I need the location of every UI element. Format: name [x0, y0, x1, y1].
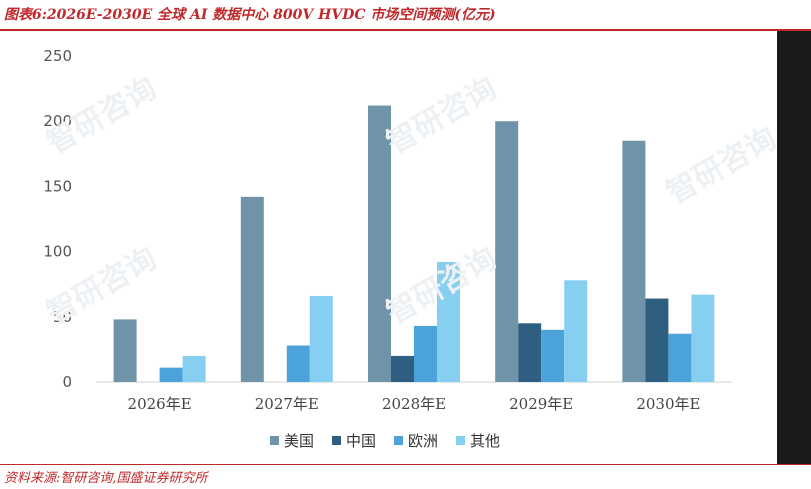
figure-title: 图表6:2026E-2030E 全球 AI 数据中心 800V HVDC 市场空…	[4, 7, 496, 23]
y-tick-label: 100	[43, 243, 72, 261]
bar-中国-2029年E	[518, 323, 542, 382]
x-tick-label: 2030年E	[636, 395, 700, 413]
x-tick-label: 2026年E	[128, 395, 192, 413]
bar-欧洲-2027年E	[286, 345, 310, 382]
x-tick-label: 2027年E	[255, 395, 319, 413]
legend-swatch	[456, 435, 466, 445]
legend-swatch	[394, 435, 404, 445]
bottom-rule	[0, 464, 811, 465]
y-tick-label: 150	[43, 177, 72, 195]
legend-label: 中国	[346, 431, 377, 450]
bar-美国-2028年E	[368, 105, 391, 382]
legend: 美国 中国 欧洲 其他	[270, 430, 500, 450]
bar-美国-2030年E	[622, 140, 646, 382]
legend-item: 欧洲	[394, 430, 438, 451]
bar-其他-2026年E	[182, 355, 206, 382]
x-tick-label: 2029年E	[509, 395, 573, 413]
legend-swatch	[332, 435, 342, 445]
y-tick-label: 50	[53, 308, 72, 326]
bar-其他-2030年E	[691, 294, 715, 382]
legend-label: 美国	[284, 431, 315, 450]
bar-美国-2029年E	[495, 121, 519, 382]
bar-欧洲-2030年E	[668, 333, 692, 382]
legend-item: 中国	[332, 430, 376, 451]
legend-label: 欧洲	[408, 431, 439, 450]
title-rule	[0, 29, 811, 31]
x-tick-label: 2028年E	[382, 395, 446, 413]
y-tick-label: 200	[43, 112, 72, 130]
right-side-bar	[777, 31, 811, 464]
bar-中国-2030年E	[645, 298, 669, 382]
chart-area: 智研咨询 智研咨询 智研咨询 智研咨询 智研咨询 0 50 100 150 200 250…	[0, 31, 782, 464]
bar-中国-2028年E	[391, 355, 414, 382]
y-tick-label: 250	[43, 47, 72, 65]
source-note: 资料来源:智研咨询,国盛证券研究所	[4, 471, 208, 486]
bar-chart: 0 50 100 150 200 250 2026年E 2027年E 2028年E 2029年E 2…	[43, 47, 732, 413]
legend-item: 美国	[270, 430, 314, 451]
bar-其他-2029年E	[564, 280, 588, 382]
y-tick-label: 0	[62, 373, 72, 391]
bar-欧洲-2029年E	[541, 329, 565, 382]
bar-欧洲-2026年E	[159, 367, 183, 382]
bar-其他-2028年E	[437, 262, 460, 382]
legend-label: 其他	[470, 431, 501, 450]
bar-欧洲-2028年E	[414, 325, 437, 382]
bar-美国-2027年E	[240, 196, 264, 382]
bar-其他-2027年E	[309, 295, 333, 382]
legend-item: 其他	[456, 430, 500, 451]
legend-swatch	[270, 435, 279, 445]
bar-美国-2026年E	[113, 319, 137, 382]
